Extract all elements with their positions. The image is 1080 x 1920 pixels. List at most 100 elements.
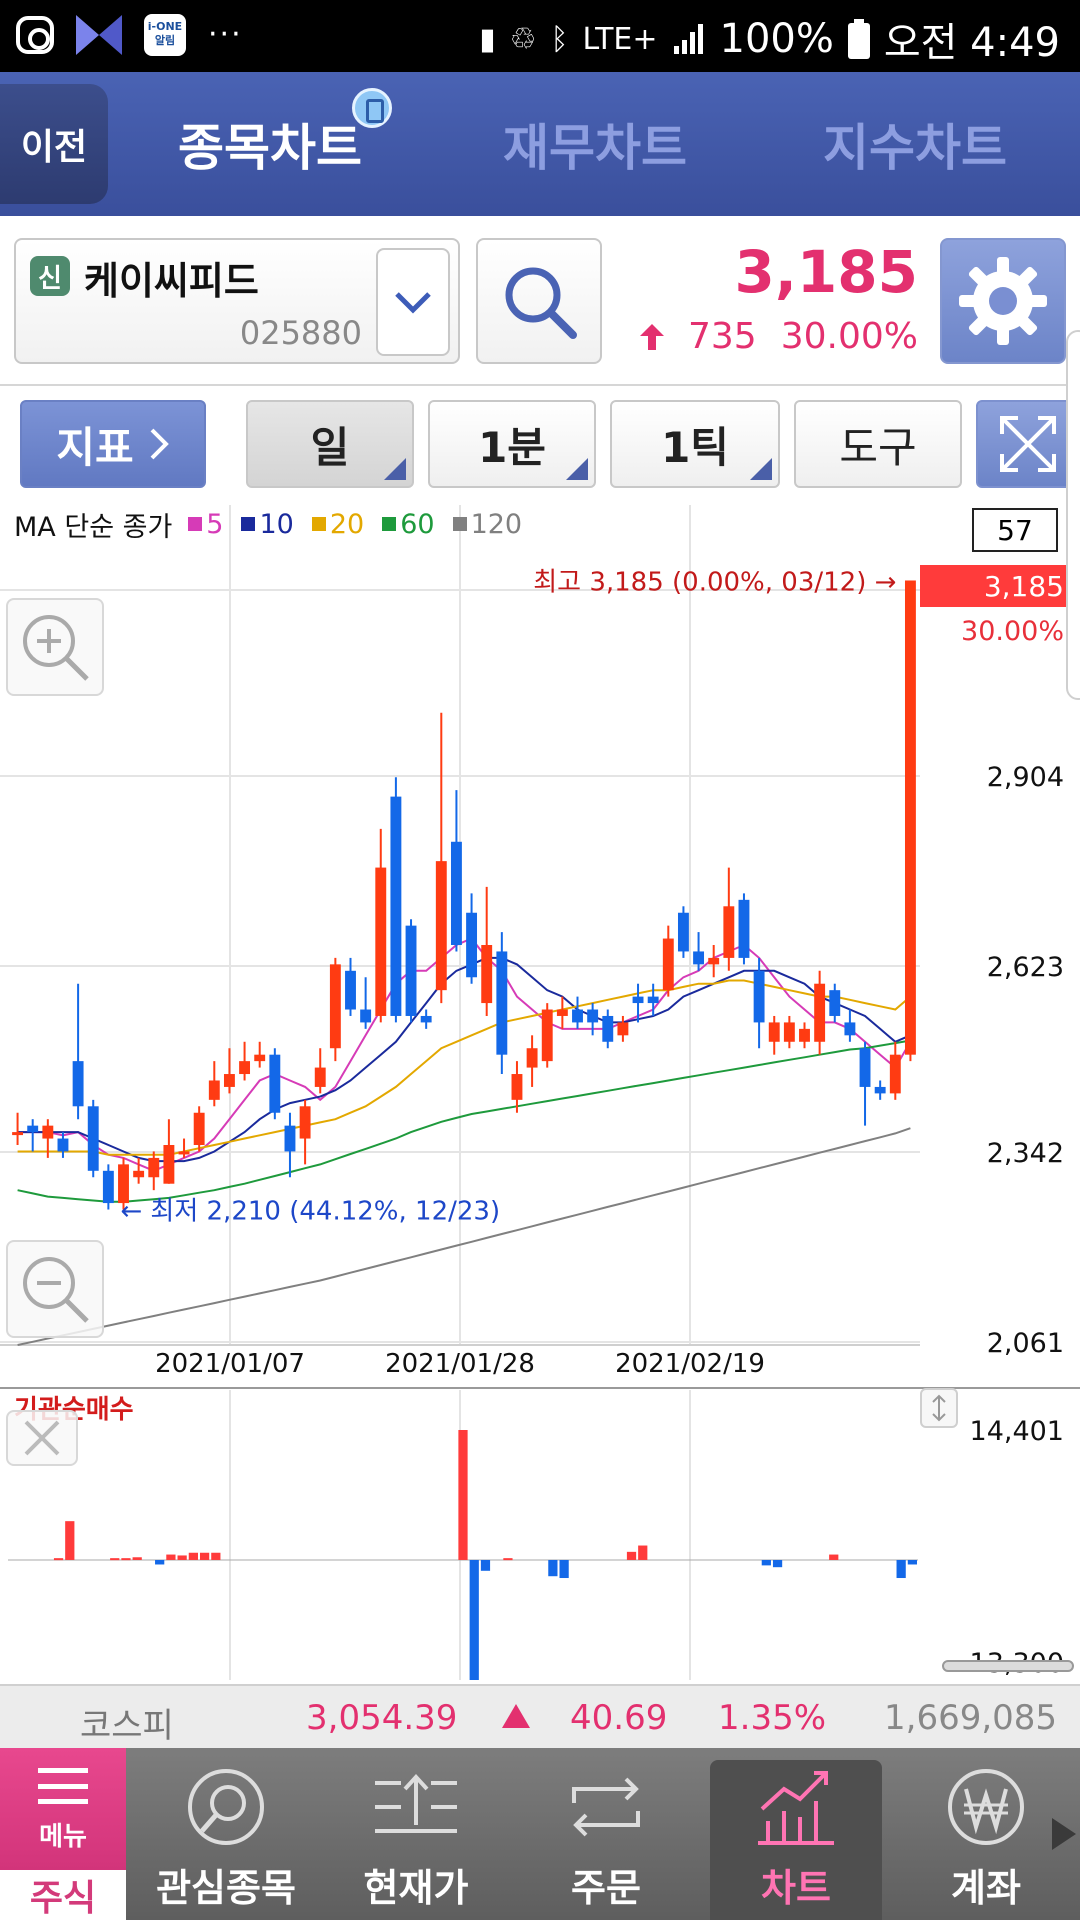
candle-body: [526, 1048, 538, 1068]
candle-body: [163, 1145, 175, 1184]
candle-body: [405, 925, 417, 1016]
battery-saver-icon: ▮: [479, 21, 496, 57]
tab-stock-chart[interactable]: 종목차트: [178, 119, 362, 177]
candle-body: [496, 951, 508, 1055]
candle-body: [87, 1106, 99, 1171]
stock-dropdown-button[interactable]: [376, 248, 450, 356]
tab-index-chart[interactable]: 지수차트: [823, 119, 1007, 177]
close-subchart-button[interactable]: [6, 1410, 78, 1466]
nav-more-arrow-icon[interactable]: [1052, 1818, 1076, 1850]
candle-body: [57, 1138, 69, 1152]
net-buy-bar: [896, 1559, 906, 1579]
status-notifications: i-ONE 알림 ···: [16, 14, 243, 56]
menu-label: 메뉴: [39, 1822, 87, 1852]
candle-body: [254, 1054, 266, 1062]
candle-body: [889, 1054, 901, 1094]
nav-chart[interactable]: 차트: [710, 1760, 882, 1920]
candle-body: [239, 1061, 251, 1075]
price-label: 3,185: [984, 570, 1064, 603]
period-tick-button[interactable]: 1틱: [610, 400, 780, 488]
candle-body: [511, 1074, 523, 1100]
net-buy-bar: [199, 1552, 210, 1560]
net-buy-bar: [53, 1558, 64, 1561]
bottom-navigation: 메뉴 주식 관심종목 현재가: [0, 1748, 1080, 1920]
stock-selector[interactable]: 신 케이씨피드 025880: [14, 238, 460, 364]
candle-body: [556, 1009, 568, 1016]
index-name: 코스피: [80, 1706, 174, 1746]
expand-icon: [1000, 416, 1056, 472]
price-label-box: [920, 565, 1080, 607]
net-buy-bar: [132, 1557, 142, 1560]
dropdown-corner-icon: [384, 458, 406, 480]
zoom-in-button[interactable]: [6, 598, 104, 696]
net-buy-bar: [469, 1559, 479, 1680]
fullscreen-button[interactable]: [976, 400, 1080, 488]
status-system: ▮ ♲ ᛒ LTE+ 100% 오전 4:49: [479, 10, 1060, 68]
market-index-bar[interactable]: 코스피 3,054.39 40.69 1.35% 1,669,085: [0, 1684, 1080, 1748]
zoom-out-button[interactable]: [6, 1240, 104, 1338]
candle-body: [27, 1125, 39, 1133]
nav-current-price[interactable]: 현재가: [326, 1748, 506, 1920]
indicator-label: 지표: [56, 422, 134, 472]
tools-button[interactable]: 도구: [794, 400, 962, 488]
candle-body: [193, 1112, 205, 1145]
period-daily-button[interactable]: 일: [246, 400, 414, 488]
candle-body: [223, 1074, 235, 1087]
resize-vertical-icon: [932, 1394, 946, 1422]
price-change: 735 30.00%: [640, 316, 918, 357]
index-up-icon: [502, 1704, 530, 1728]
back-button[interactable]: 이전: [0, 84, 108, 204]
ma-line-ma120: [17, 1127, 911, 1346]
chart-scrollbar[interactable]: [942, 1660, 1074, 1672]
stock-category-tab[interactable]: 주식: [0, 1870, 126, 1920]
settings-button[interactable]: [940, 238, 1066, 364]
nav-order-label: 주문: [571, 1866, 641, 1910]
moving-average-lines: [17, 937, 912, 1346]
candle-body: [375, 867, 387, 1016]
candle-body: [647, 996, 659, 1004]
candle-body: [42, 1125, 54, 1139]
price-pct-label: 30.00%: [961, 616, 1064, 647]
ione-app-icon: i-ONE 알림: [144, 14, 186, 56]
index-volume: 1,669,085: [884, 1698, 1058, 1738]
stock-info-row: 신 케이씨피드 025880 3,185 735 30.00%: [0, 216, 1080, 386]
candle-body: [829, 990, 841, 1016]
subchart-resize-handle[interactable]: [920, 1388, 958, 1428]
nav-order[interactable]: 주문: [516, 1748, 696, 1920]
nav-current-price-label: 현재가: [363, 1866, 469, 1910]
candle-body: [284, 1125, 296, 1152]
y-tick-label: 2,342: [987, 1138, 1064, 1169]
tab-financial-chart[interactable]: 재무차트: [503, 119, 687, 177]
net-buy-bar: [65, 1521, 75, 1560]
net-buy-bar: [503, 1558, 513, 1561]
candle-body: [118, 1164, 129, 1204]
candle-body: [148, 1157, 160, 1178]
period-minute-button[interactable]: 1분: [428, 400, 596, 488]
x-tick-label: 2021/01/28: [385, 1349, 535, 1379]
ma-legend: MA 단순 종가 5 10 20 60 120: [14, 504, 530, 544]
candle-body: [587, 1009, 599, 1023]
mobile-sync-icon[interactable]: [352, 88, 392, 128]
indicator-button[interactable]: 지표: [20, 400, 206, 488]
net-buy-bar: [480, 1559, 491, 1571]
candle-body: [662, 938, 674, 991]
candle-body: [541, 1009, 553, 1062]
candle-body: [814, 983, 826, 1042]
side-drawer-handle[interactable]: [1066, 330, 1080, 700]
price-chart[interactable]: 최고 3,185 (0.00%, 03/12) → ← 최저 2,210 (44.…: [0, 500, 1080, 1680]
candle-count-box[interactable]: 57: [972, 508, 1058, 552]
chart-grid: [0, 505, 1080, 1680]
legend-ma10: 10: [241, 509, 294, 540]
nav-watchlist[interactable]: 관심종목: [136, 1748, 316, 1920]
candle-body: [708, 957, 720, 965]
net-buy-bar: [188, 1552, 198, 1560]
stock-code: 025880: [239, 314, 362, 352]
ma-line-ma60: [17, 1039, 911, 1203]
nav-account[interactable]: 계좌: [896, 1748, 1076, 1920]
institution-net-buy-bars: [8, 1430, 918, 1680]
candle-body: [102, 1170, 114, 1204]
search-button[interactable]: [476, 238, 602, 364]
net-buy-bar: [907, 1559, 917, 1565]
candle-body: [269, 1054, 281, 1113]
x-tick-label: 2021/01/07: [155, 1349, 305, 1379]
